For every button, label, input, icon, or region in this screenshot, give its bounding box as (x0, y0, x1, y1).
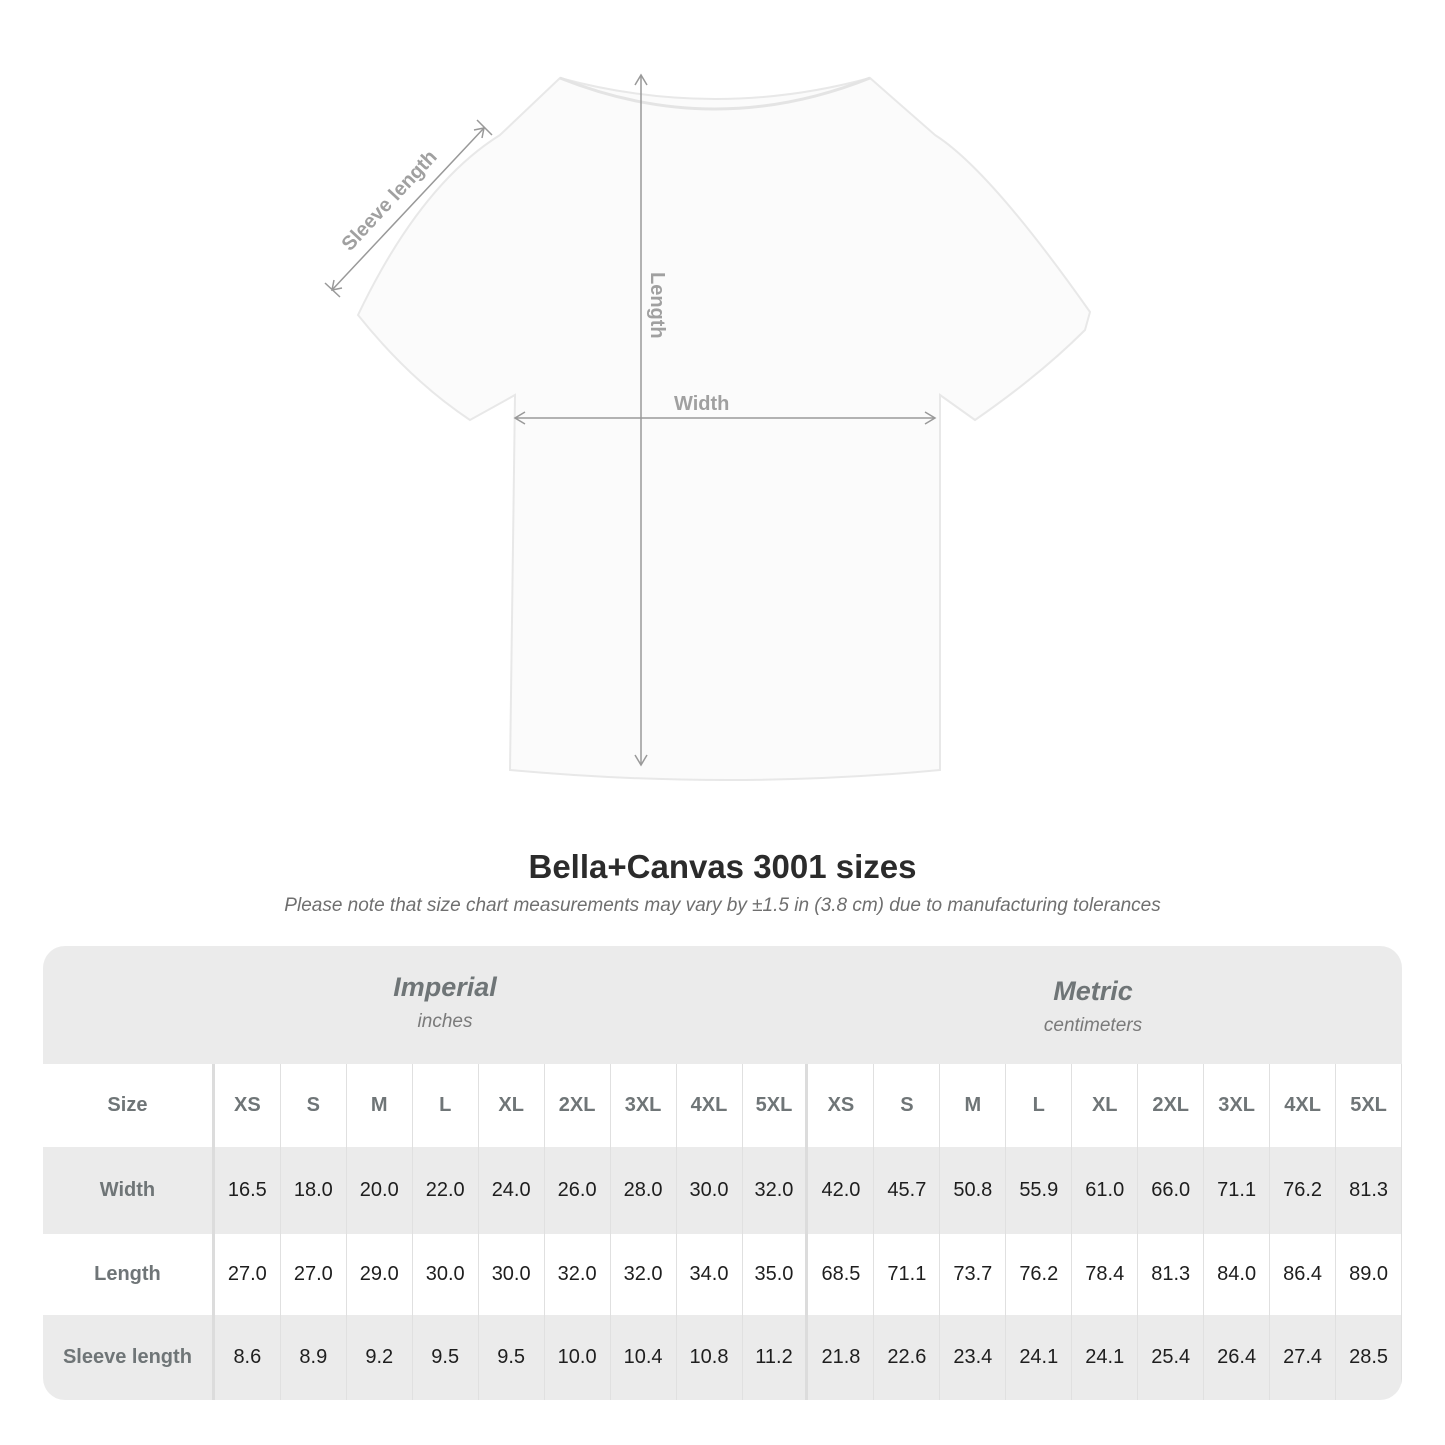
size-header: L (1006, 1064, 1073, 1147)
imperial-value: 35.0 (743, 1234, 809, 1315)
size-header: XL (479, 1064, 545, 1147)
size-header: L (413, 1064, 479, 1147)
row-label: Sleeve length (43, 1315, 215, 1400)
metric-value: 23.4 (940, 1315, 1007, 1400)
size-header: 3XL (1204, 1064, 1271, 1147)
imperial-value: 10.8 (677, 1315, 743, 1400)
metric-value: 22.6 (874, 1315, 941, 1400)
imperial-value: 34.0 (677, 1234, 743, 1315)
table-row: Width 16.5 18.0 20.0 22.0 24.0 26.0 28.0 30.0 32.… (43, 1147, 1402, 1234)
metric-value: 76.2 (1270, 1147, 1337, 1234)
imperial-value: 32.0 (611, 1234, 677, 1315)
metric-value: 21.8 (808, 1315, 875, 1400)
metric-value: 55.9 (1006, 1147, 1073, 1234)
length-label: Length (646, 272, 668, 339)
imperial-value: 30.0 (677, 1147, 743, 1234)
size-header: M (940, 1064, 1007, 1147)
size-header: M (347, 1064, 413, 1147)
tshirt-image (356, 76, 1092, 781)
metric-value: 71.1 (874, 1234, 941, 1315)
imperial-value: 30.0 (413, 1234, 479, 1315)
imperial-value: 26.0 (545, 1147, 611, 1234)
metric-value: 28.5 (1336, 1315, 1402, 1400)
metric-value: 26.4 (1204, 1315, 1271, 1400)
imperial-title: Imperial (393, 972, 497, 1002)
table-row: Length 27.0 27.0 29.0 30.0 30.0 32.0 32.0 34.0 35… (43, 1234, 1402, 1315)
imperial-value: 10.0 (545, 1315, 611, 1400)
metric-value: 61.0 (1072, 1147, 1139, 1234)
page-title: Bella+Canvas 3001 sizes (528, 848, 917, 885)
imperial-value: 28.0 (611, 1147, 677, 1234)
sleeve-line (331, 127, 485, 291)
size-header: S (874, 1064, 941, 1147)
size-header: 4XL (1270, 1064, 1337, 1147)
imperial-value: 8.6 (215, 1315, 281, 1400)
measure-lines (324, 73, 937, 767)
metric-value: 78.4 (1072, 1234, 1139, 1315)
metric-value: 89.0 (1336, 1234, 1402, 1315)
imperial-value: 10.4 (611, 1315, 677, 1400)
metric-value: 24.1 (1072, 1315, 1139, 1400)
imperial-value: 11.2 (743, 1315, 809, 1400)
size-header: XL (1072, 1064, 1139, 1147)
metric-value: 81.3 (1336, 1147, 1402, 1234)
metric-value: 45.7 (874, 1147, 941, 1234)
imperial-header: Imperial inches (215, 972, 675, 1033)
width-label: Width (674, 393, 729, 415)
size-header: S (281, 1064, 347, 1147)
imperial-value: 27.0 (215, 1234, 281, 1315)
metric-value: 42.0 (808, 1147, 875, 1234)
size-header: XS (215, 1064, 281, 1147)
imperial-value: 32.0 (743, 1147, 809, 1234)
metric-value: 24.1 (1006, 1315, 1073, 1400)
metric-value: 25.4 (1138, 1315, 1205, 1400)
tshirt-collar (559, 76, 871, 111)
unit-header-band (43, 946, 1402, 1064)
metric-value: 68.5 (808, 1234, 875, 1315)
imperial-value: 9.5 (413, 1315, 479, 1400)
imperial-value: 22.0 (413, 1147, 479, 1234)
size-header-row: Size XS S M L XL 2XL 3XL 4XL 5XL XS S M L XL 2XL 3XL 4XL 5… (43, 1064, 1402, 1147)
imperial-value: 32.0 (545, 1234, 611, 1315)
row-label: Size (43, 1064, 215, 1147)
size-header: 5XL (1336, 1064, 1402, 1147)
imperial-value: 20.0 (347, 1147, 413, 1234)
metric-header: Metric centimeters (863, 976, 1323, 1037)
imperial-value: 9.5 (479, 1315, 545, 1400)
metric-value: 84.0 (1204, 1234, 1271, 1315)
imperial-value: 27.0 (281, 1234, 347, 1315)
imperial-unit: inches (417, 1011, 473, 1032)
metric-value: 50.8 (940, 1147, 1007, 1234)
metric-value: 66.0 (1138, 1147, 1205, 1234)
imperial-value: 29.0 (347, 1234, 413, 1315)
size-table: Imperial inches Metric centimeters Size X… (43, 946, 1402, 1400)
row-label: Length (43, 1234, 215, 1315)
size-header: 2XL (545, 1064, 611, 1147)
metric-value: 76.2 (1006, 1234, 1073, 1315)
imperial-value: 30.0 (479, 1234, 545, 1315)
metric-value: 73.7 (940, 1234, 1007, 1315)
metric-value: 71.1 (1204, 1147, 1271, 1234)
metric-value: 81.3 (1138, 1234, 1205, 1315)
imperial-value: 9.2 (347, 1315, 413, 1400)
table-row: Sleeve length 8.6 8.9 9.2 9.5 9.5 10.0 10.4 10.8… (43, 1315, 1402, 1400)
imperial-value: 18.0 (281, 1147, 347, 1234)
size-header: 3XL (611, 1064, 677, 1147)
metric-title: Metric (1053, 976, 1133, 1006)
metric-value: 27.4 (1270, 1315, 1337, 1400)
imperial-value: 24.0 (479, 1147, 545, 1234)
imperial-value: 8.9 (281, 1315, 347, 1400)
size-header: 4XL (677, 1064, 743, 1147)
metric-unit: centimeters (1043, 1015, 1143, 1036)
size-header: XS (808, 1064, 875, 1147)
imperial-value: 16.5 (215, 1147, 281, 1234)
tshirt-diagram: Sleeve length Length Width (324, 73, 1092, 781)
size-header: 5XL (743, 1064, 809, 1147)
metric-value: 86.4 (1270, 1234, 1337, 1315)
row-label: Width (43, 1147, 215, 1234)
size-header: 2XL (1138, 1064, 1205, 1147)
tolerance-note: Please note that size chart measurements… (284, 895, 1161, 916)
